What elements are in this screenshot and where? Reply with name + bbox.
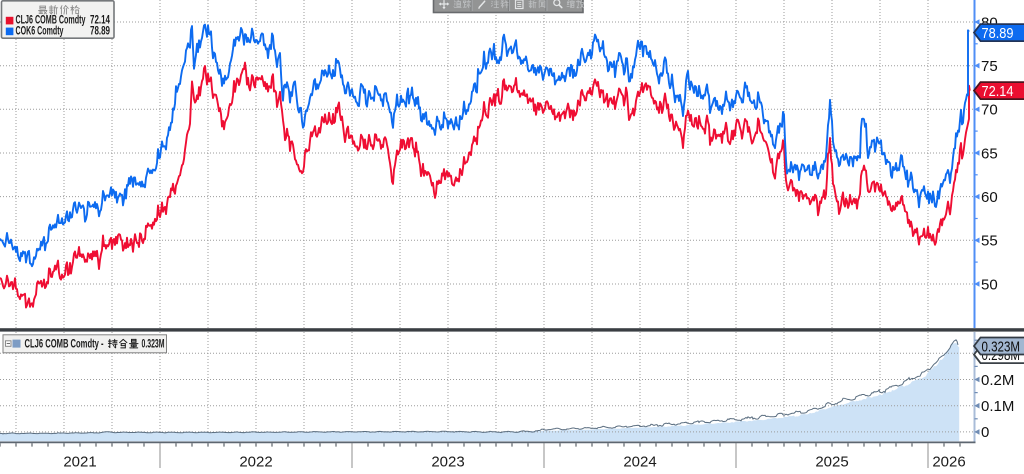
svg-text:2025: 2025 bbox=[815, 453, 848, 470]
svg-text:2022: 2022 bbox=[239, 453, 272, 470]
svg-text:0.2M: 0.2M bbox=[981, 372, 1014, 389]
svg-text:50: 50 bbox=[981, 276, 998, 293]
svg-text:0.1M: 0.1M bbox=[981, 398, 1014, 415]
svg-text:2024: 2024 bbox=[623, 453, 656, 470]
svg-text:0: 0 bbox=[981, 424, 989, 441]
svg-text:65: 65 bbox=[981, 145, 998, 162]
svg-text:60: 60 bbox=[981, 189, 998, 206]
svg-text:CLJ6 COMB Comdty -: CLJ6 COMB Comdty - bbox=[25, 339, 104, 351]
svg-text:78.89: 78.89 bbox=[982, 25, 1014, 42]
svg-text:2026: 2026 bbox=[932, 453, 965, 470]
svg-text:2023: 2023 bbox=[431, 453, 464, 470]
svg-text:72.14: 72.14 bbox=[982, 83, 1014, 100]
svg-text:70: 70 bbox=[981, 102, 998, 119]
svg-text:0.323M: 0.323M bbox=[142, 339, 165, 351]
svg-text:CLJ6 COMB Comdty: CLJ6 COMB Comdty bbox=[16, 15, 86, 27]
svg-text:72.14: 72.14 bbox=[90, 15, 110, 27]
svg-text:75: 75 bbox=[981, 58, 998, 75]
svg-text:78.89: 78.89 bbox=[90, 25, 110, 37]
svg-text:COK6 Comdty: COK6 Comdty bbox=[16, 25, 64, 37]
svg-text:55: 55 bbox=[981, 233, 998, 250]
svg-text:2021: 2021 bbox=[63, 453, 96, 470]
svg-text:0.323M: 0.323M bbox=[982, 338, 1021, 355]
